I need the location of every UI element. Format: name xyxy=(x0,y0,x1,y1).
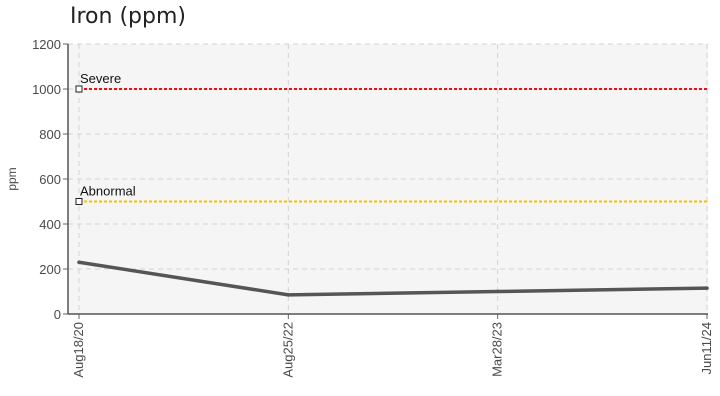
x-tick-label: Aug25/22 xyxy=(280,322,295,378)
y-tick-label: 1200 xyxy=(32,37,61,52)
y-axis-label: ppm xyxy=(5,167,19,190)
series-line xyxy=(78,260,708,297)
y-tick-label: 400 xyxy=(39,217,61,232)
tick-labels: 0 200 400 600 800 1000 1200 Aug18/20 Aug25/22 Mar… xyxy=(32,37,714,378)
threshold-marker xyxy=(75,198,83,205)
x-tick-label: Aug18/20 xyxy=(71,322,86,378)
threshold-label-abnormal: Abnormal xyxy=(80,184,136,199)
x-tick-label: Mar28/23 xyxy=(490,322,505,377)
data-point xyxy=(77,260,81,265)
data-series xyxy=(77,260,709,297)
y-tick-label: 0 xyxy=(54,307,61,322)
x-tick-label: Jun11/24 xyxy=(699,322,714,375)
chart-title: Iron (ppm) xyxy=(70,4,186,29)
threshold-label-severe: Severe xyxy=(80,71,121,86)
y-tick-label: 1000 xyxy=(32,82,61,97)
y-tick-label: 200 xyxy=(39,262,61,277)
axes xyxy=(63,43,708,319)
threshold-lines: Severe Abnormal xyxy=(75,71,708,205)
y-tick-label: 600 xyxy=(39,172,61,187)
y-tick-label: 800 xyxy=(39,127,61,142)
threshold-marker xyxy=(75,85,83,93)
data-point xyxy=(495,289,500,294)
data-point xyxy=(286,293,291,297)
data-point xyxy=(705,286,709,290)
